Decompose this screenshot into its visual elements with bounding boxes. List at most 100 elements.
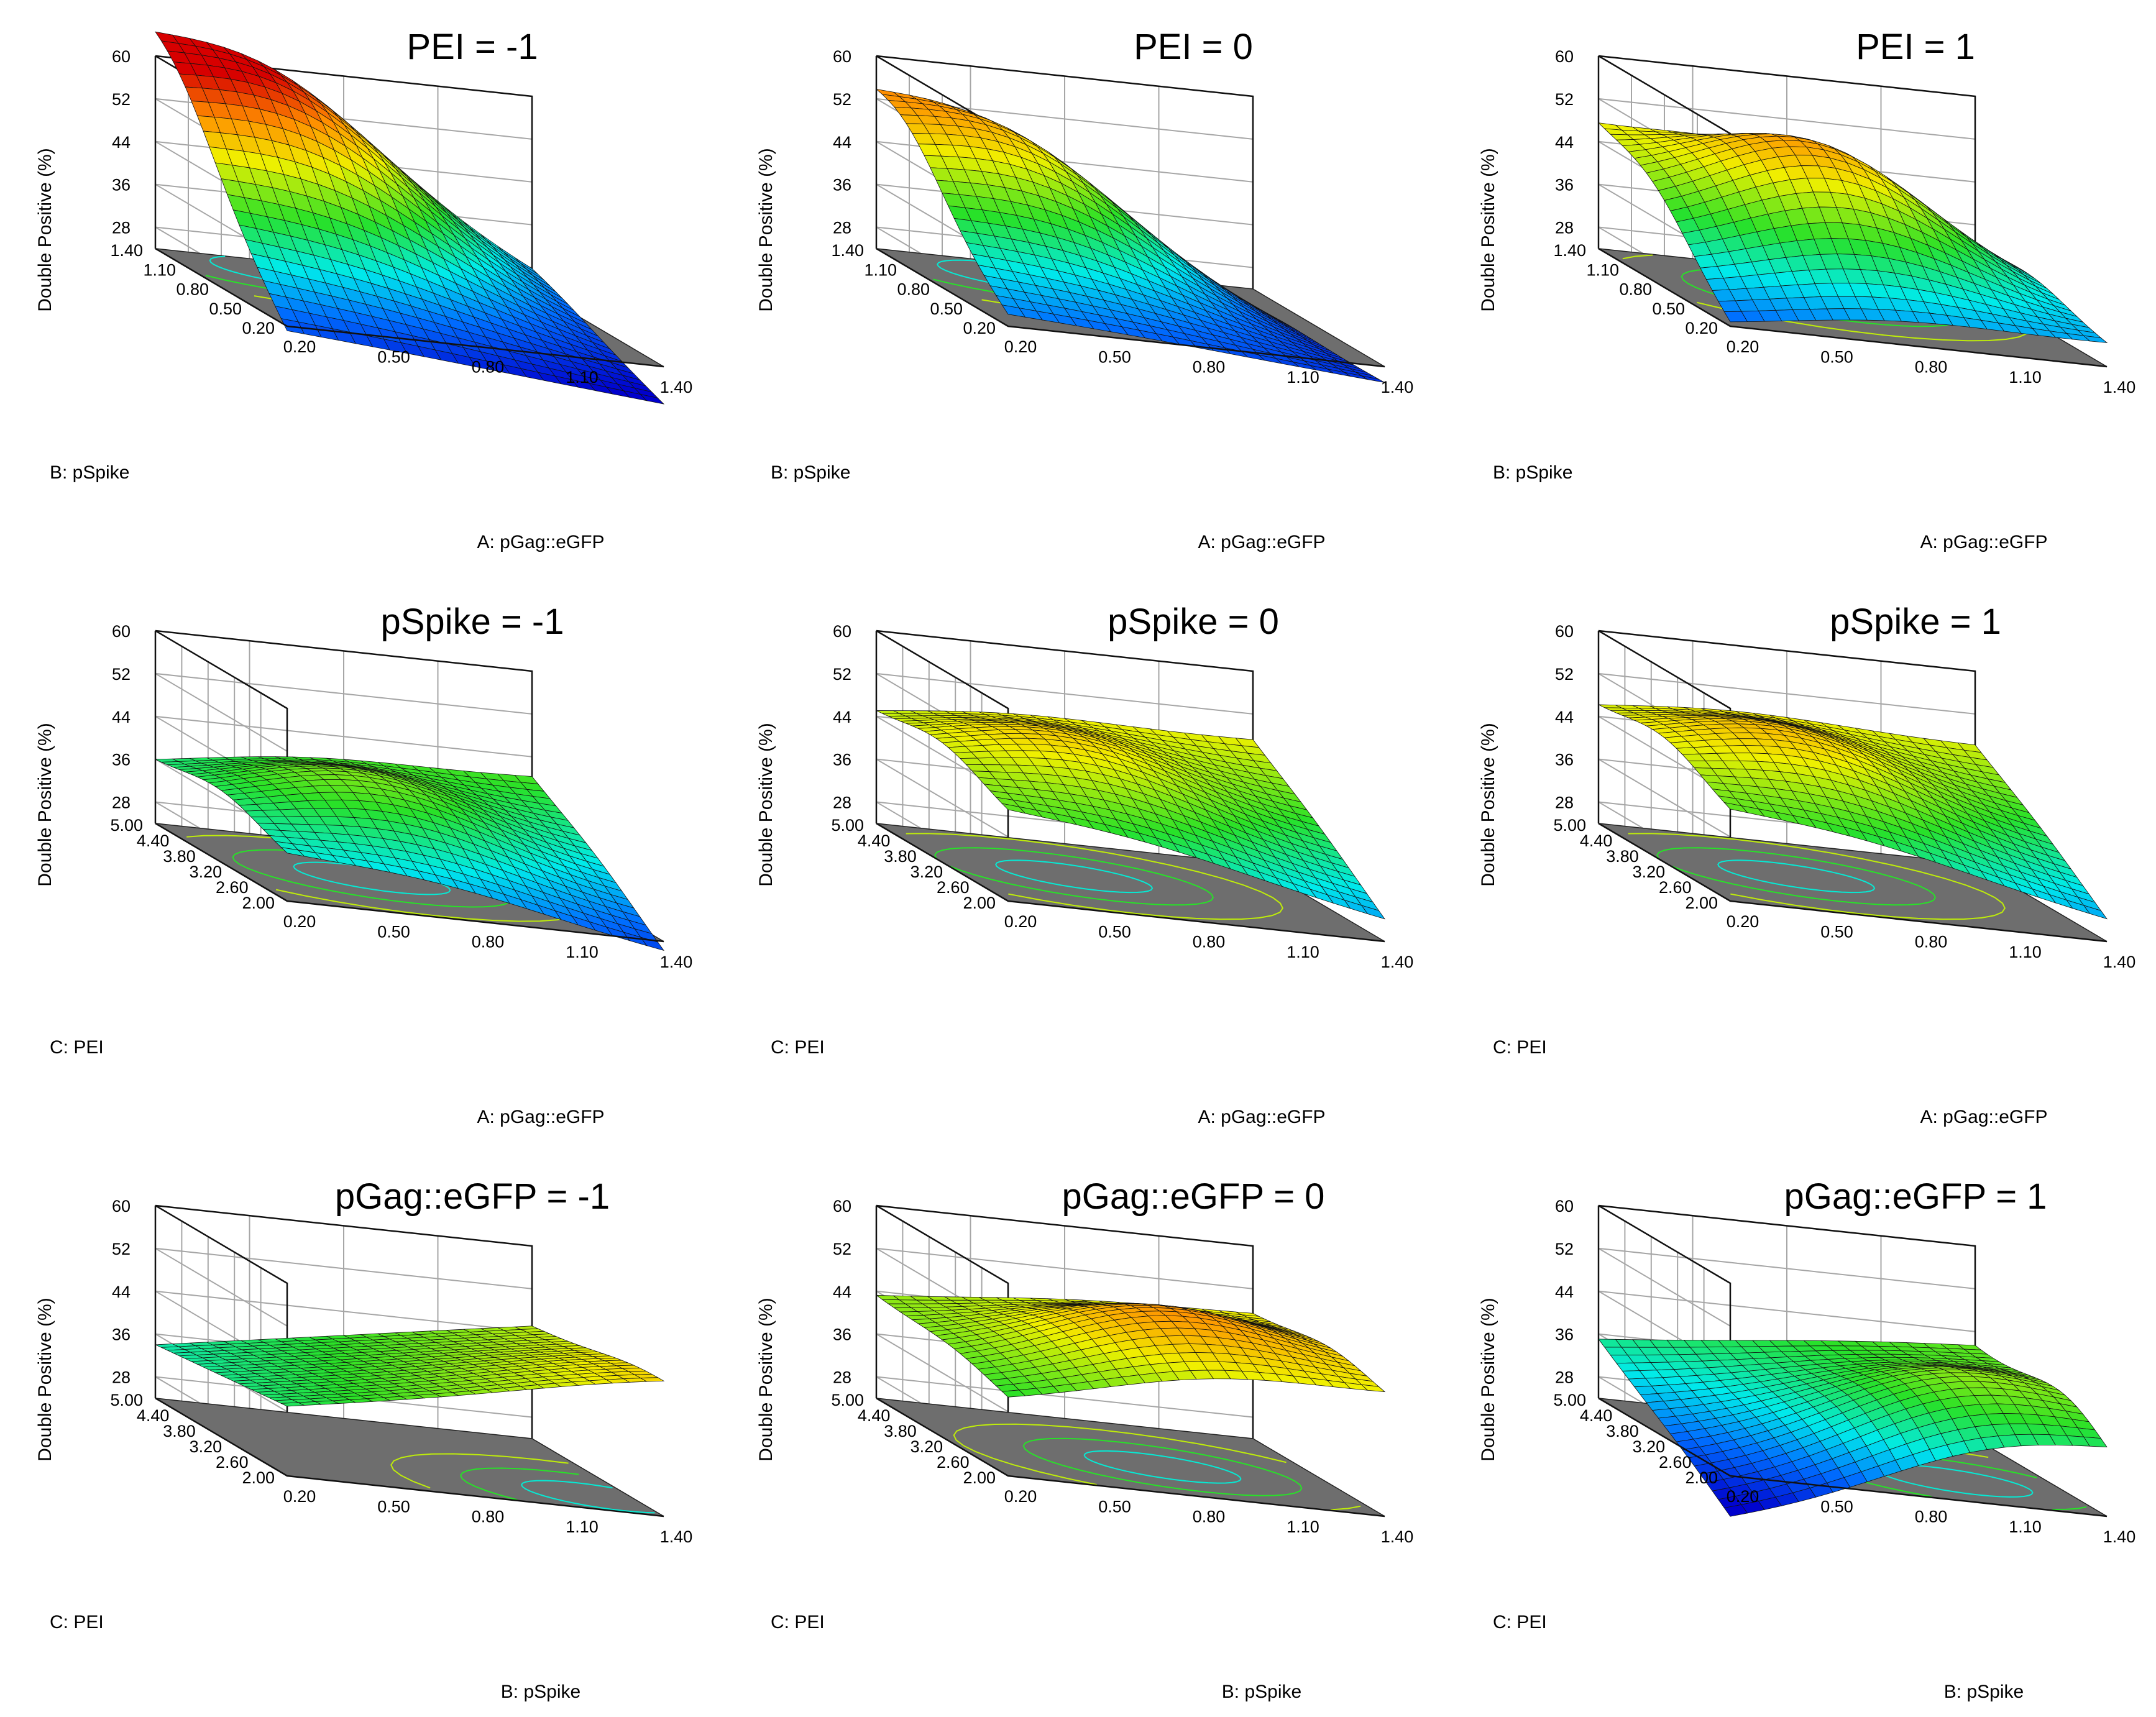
x-tick-label: 1.10	[566, 943, 599, 961]
z-tick-label: 28	[1555, 794, 1574, 812]
x-tick-label: 1.40	[660, 1527, 693, 1546]
y-axis-label: C: PEI	[50, 1037, 104, 1058]
x-tick-label: 0.50	[1820, 922, 1853, 941]
z-axis-label: Double Positive (%)	[35, 148, 55, 311]
x-tick-label: 1.40	[2103, 953, 2136, 971]
x-tick-label: 1.40	[660, 953, 693, 971]
floor-contour	[1656, 847, 1929, 892]
z-axis-label: Double Positive (%)	[35, 723, 55, 886]
y-tick-label: 5.00	[110, 1391, 143, 1409]
y-tick-label: 3.80	[163, 847, 196, 866]
y-tick-label: 0.80	[176, 280, 209, 299]
z-tick-label: 52	[1555, 665, 1574, 684]
chart-panel-7: 28364452600.200.500.801.101.402.002.603.…	[35, 1176, 692, 1702]
floor-contour	[1717, 859, 1876, 894]
response-surface	[155, 756, 664, 951]
response-surface	[875, 88, 1385, 383]
response-surface	[155, 31, 665, 405]
chart-title: PEI = 0	[1134, 27, 1253, 67]
x-axis-label: A: pGag::eGFP	[1198, 1107, 1325, 1127]
y-tick-label: 1.10	[1586, 260, 1619, 279]
x-axis-label: A: pGag::eGFP	[477, 532, 604, 552]
z-axis-label: Double Positive (%)	[756, 148, 776, 311]
response-surface	[1597, 122, 2108, 344]
z-tick-label: 44	[1555, 1283, 1574, 1301]
x-tick-label: 0.80	[472, 1508, 505, 1526]
z-tick-label: 44	[112, 1283, 131, 1301]
x-tick-label: 1.10	[2009, 368, 2042, 387]
y-tick-label: 5.00	[831, 1391, 864, 1409]
chart-panel-8: 28364452600.200.500.801.101.402.002.603.…	[756, 1176, 1413, 1702]
chart-title: pGag::eGFP = 0	[1062, 1176, 1325, 1217]
chart-title: pSpike = -1	[380, 602, 564, 642]
x-tick-label: 0.50	[377, 347, 410, 366]
z-tick-label: 36	[1555, 751, 1574, 769]
chart-panel-2: 28364452600.200.500.801.101.400.200.500.…	[756, 27, 1413, 552]
x-tick-label: 0.50	[377, 922, 410, 941]
z-tick-label: 36	[833, 1326, 851, 1344]
y-tick-label: 1.10	[864, 260, 897, 279]
y-axis-label: B: pSpike	[1493, 462, 1572, 483]
z-axis-label: Double Positive (%)	[1478, 1298, 1498, 1461]
y-tick-label: 2.60	[937, 878, 970, 897]
x-axis-label: A: pGag::eGFP	[477, 1107, 604, 1127]
z-tick-label: 60	[1555, 622, 1574, 641]
response-surface	[1598, 704, 2108, 920]
y-tick-label: 2.00	[963, 894, 996, 912]
x-tick-label: 1.10	[2009, 1518, 2042, 1536]
chart-title: pGag::eGFP = -1	[335, 1176, 610, 1217]
x-tick-label: 0.20	[283, 912, 316, 931]
z-tick-label: 52	[112, 1240, 131, 1258]
z-tick-label: 52	[833, 665, 851, 684]
z-tick-label: 36	[112, 1326, 131, 1344]
z-tick-label: 60	[833, 622, 851, 641]
y-tick-label: 1.10	[143, 260, 176, 279]
chart-panel-1: 28364452600.200.500.801.101.400.200.500.…	[35, 27, 692, 552]
x-tick-label: 0.50	[1820, 1497, 1853, 1516]
x-tick-label: 0.20	[1004, 1487, 1037, 1506]
z-tick-label: 60	[112, 47, 131, 66]
x-axis-label: A: pGag::eGFP	[1920, 532, 2047, 552]
x-tick-label: 0.20	[1004, 912, 1037, 931]
x-axis-label: B: pSpike	[1944, 1682, 2024, 1702]
z-axis-label: Double Positive (%)	[1478, 723, 1498, 886]
x-tick-label: 0.50	[1098, 347, 1131, 366]
floor-front-edge	[155, 822, 664, 943]
y-tick-label: 1.40	[1553, 241, 1586, 260]
y-tick-label: 4.40	[137, 831, 170, 850]
z-tick-label: 44	[1555, 708, 1574, 726]
chart-title: pSpike = 1	[1830, 602, 2001, 642]
x-tick-label: 0.50	[1098, 1497, 1131, 1516]
chart-panel-9: 28364452600.200.500.801.101.402.002.603.…	[1478, 1176, 2135, 1702]
x-tick-label: 0.80	[1193, 1508, 1226, 1526]
z-tick-label: 52	[112, 665, 131, 684]
y-tick-label: 0.20	[1685, 319, 1718, 337]
z-tick-label: 52	[833, 1240, 851, 1258]
y-tick-label: 2.60	[216, 878, 249, 897]
surface-cell	[640, 393, 665, 405]
response-surface	[155, 1326, 665, 1407]
y-tick-label: 0.50	[930, 300, 963, 318]
z-tick-label: 36	[833, 751, 851, 769]
y-tick-label: 3.80	[884, 847, 917, 866]
x-tick-label: 1.40	[1381, 378, 1414, 396]
x-tick-label: 0.20	[283, 1487, 316, 1506]
x-tick-label: 1.40	[1381, 1527, 1414, 1546]
x-tick-label: 0.50	[1098, 922, 1131, 941]
z-tick-label: 28	[833, 1368, 851, 1387]
chart-title: pGag::eGFP = 1	[1784, 1176, 2047, 1217]
z-tick-label: 60	[112, 622, 131, 641]
z-tick-label: 60	[1555, 1197, 1574, 1216]
x-tick-label: 0.50	[377, 1497, 410, 1516]
z-tick-label: 28	[1555, 1368, 1574, 1387]
floor-contour	[1671, 865, 1937, 906]
y-tick-label: 1.40	[831, 241, 864, 260]
y-tick-label: 5.00	[1553, 816, 1586, 835]
z-tick-label: 28	[112, 1368, 131, 1387]
x-axis-label: B: pSpike	[1222, 1682, 1301, 1702]
z-tick-label: 28	[833, 794, 851, 812]
y-tick-label: 0.50	[1652, 300, 1685, 318]
z-tick-label: 52	[1555, 1240, 1574, 1258]
y-tick-label: 4.40	[858, 831, 891, 850]
chart-title: pSpike = 0	[1108, 602, 1279, 642]
